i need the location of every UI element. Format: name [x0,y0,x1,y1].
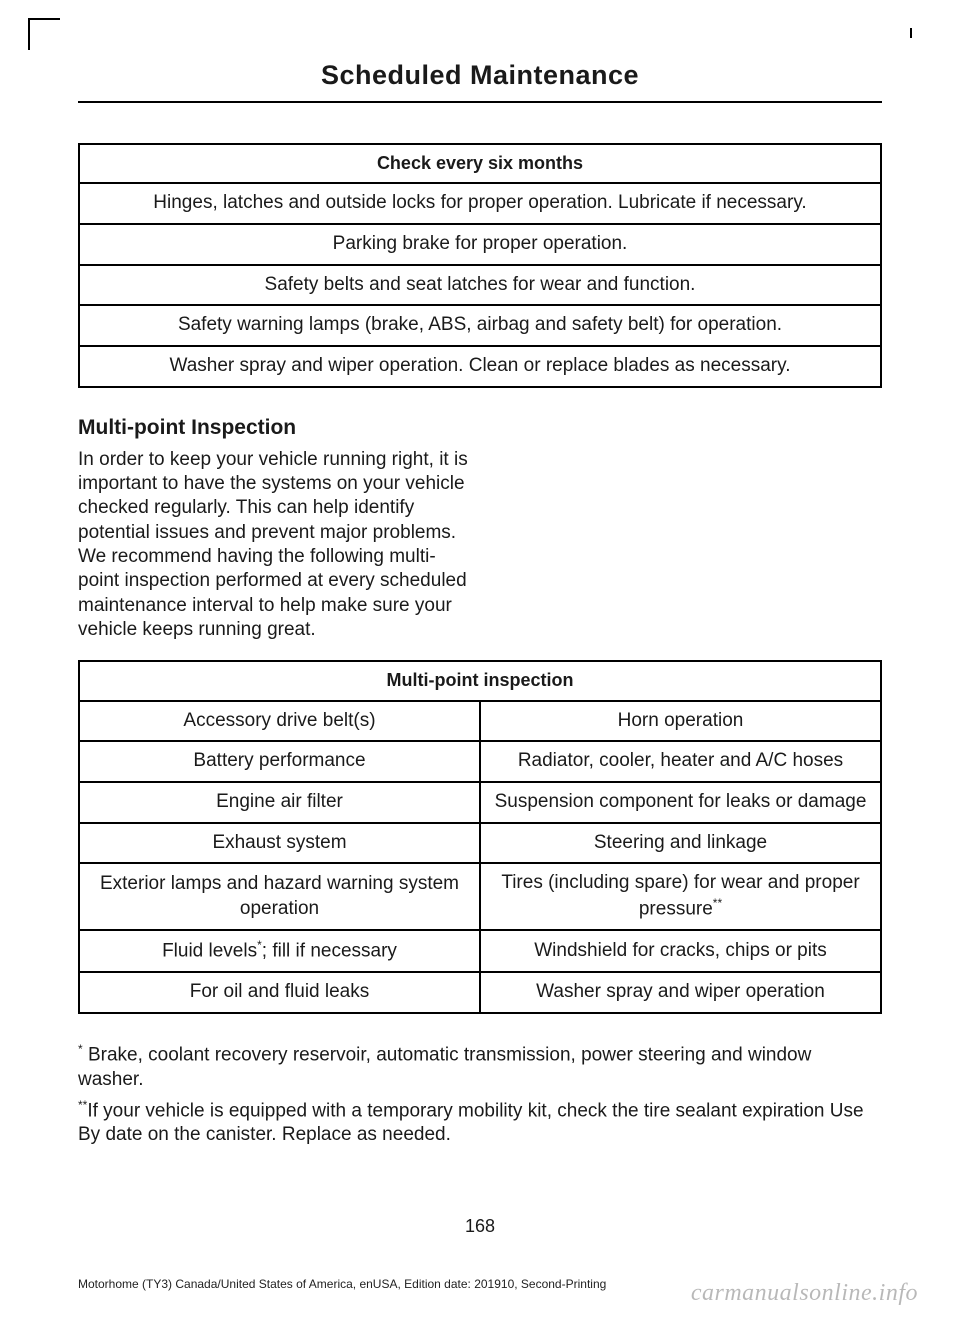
table2-cell: Steering and linkage [480,823,881,864]
table2-cell: Exterior lamps and hazard warning system… [79,863,480,930]
table1-row: Parking brake for proper operation. [79,224,881,265]
table1-header: Check every six months [79,144,881,183]
page-content: Scheduled Maintenance Check every six mo… [0,0,960,1148]
page-number: 168 [0,1216,960,1237]
table2-cell: Exhaust system [79,823,480,864]
page-title: Scheduled Maintenance [78,60,882,91]
table2-cell: Radiator, cooler, heater and A/C hoses [480,741,881,782]
table2-cell: Washer spray and wiper operation [480,972,881,1013]
watermark: carmanualsonline.info [691,1280,918,1307]
section-heading: Multi-point Inspection [78,416,882,440]
footnote-2: **If your vehicle is equipped with a tem… [78,1098,882,1148]
table1-row: Safety warning lamps (brake, ABS, airbag… [79,305,881,346]
footer-edition: Motorhome (TY3) Canada/United States of … [78,1277,606,1291]
table2-cell: Horn operation [480,701,881,742]
table2-cell: Accessory drive belt(s) [79,701,480,742]
footnotes: * Brake, coolant recovery reservoir, aut… [78,1042,882,1148]
table1-row: Safety belts and seat latches for wear a… [79,265,881,306]
table2-cell: Suspension component for leaks or damage [480,782,881,823]
table2-header: Multi-point inspection [79,661,881,700]
table1-row: Hinges, latches and outside locks for pr… [79,183,881,224]
section-body: In order to keep your vehicle running ri… [78,448,472,643]
title-rule [78,101,882,103]
footnote-1: * Brake, coolant recovery reservoir, aut… [78,1042,882,1092]
multi-point-table: Multi-point inspection Accessory drive b… [78,660,882,1014]
table2-cell: Engine air filter [79,782,480,823]
table2-cell: Battery performance [79,741,480,782]
table2-cell: For oil and fluid leaks [79,972,480,1013]
check-six-months-table: Check every six months Hinges, latches a… [78,143,882,388]
table2-cell: Tires (including spare) for wear and pro… [480,863,881,930]
table1-row: Washer spray and wiper operation. Clean … [79,346,881,387]
table2-cell: Windshield for cracks, chips or pits [480,930,881,972]
table2-cell: Fluid levels*; fill if necessary [79,930,480,972]
crop-tick-top-right [910,28,912,38]
